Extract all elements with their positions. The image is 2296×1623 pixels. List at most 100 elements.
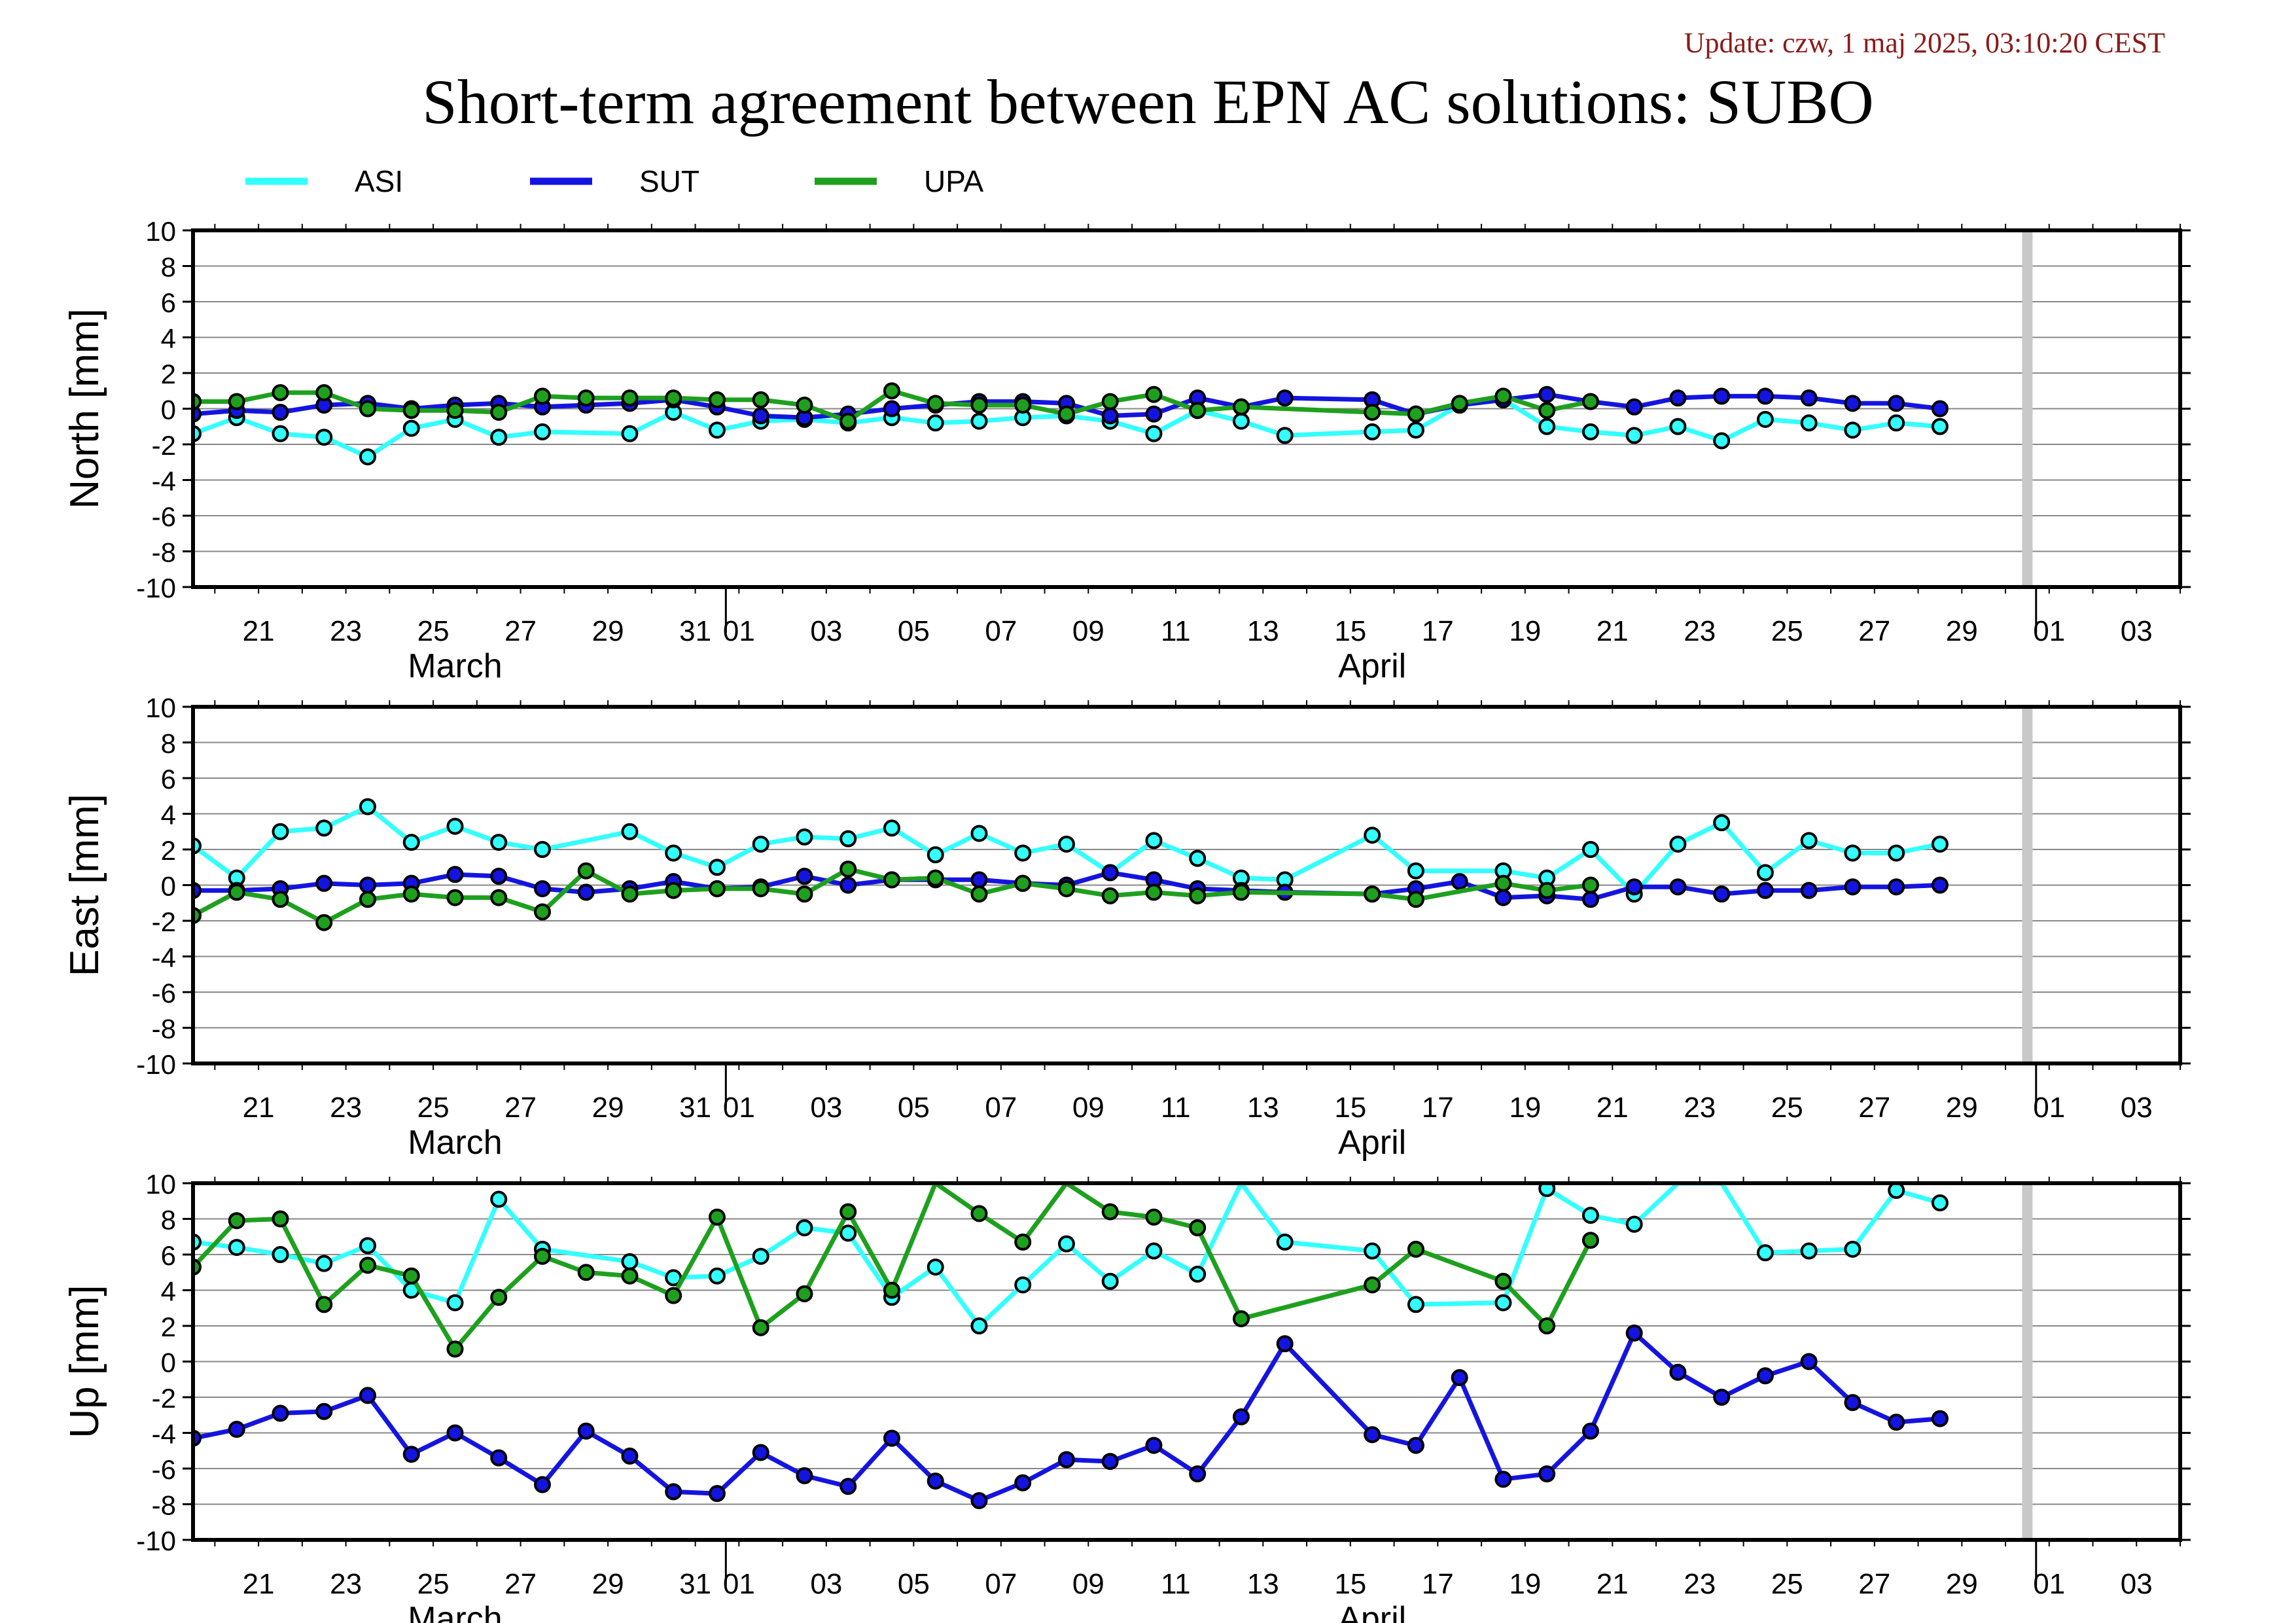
plot-area (193, 1183, 1949, 1510)
data-point-asi (621, 425, 639, 442)
data-point-upa (1057, 880, 1075, 897)
y-tick-label: -4 (152, 466, 176, 497)
data-point-sut (1800, 389, 1818, 407)
x-tick-label: 03 (810, 615, 842, 647)
data-point-asi (1538, 418, 1556, 435)
data-point-upa (577, 862, 595, 880)
data-point-asi (708, 1267, 726, 1285)
data-point-asi (927, 1258, 944, 1276)
data-point-sut (1625, 1324, 1643, 1342)
data-point-upa (1494, 387, 1512, 405)
y-tick-label: 8 (161, 728, 176, 759)
data-point-upa (665, 882, 682, 899)
data-point-asi (402, 419, 420, 437)
y-tick-label: -8 (152, 1014, 176, 1044)
data-point-sut (1101, 407, 1119, 425)
x-tick-label: 07 (985, 1568, 1017, 1600)
data-point-sut (1451, 873, 1468, 891)
data-point-upa (1101, 393, 1119, 410)
data-point-upa (1538, 1317, 1556, 1334)
data-point-asi (1189, 849, 1207, 867)
y-tick-label: -6 (152, 501, 176, 532)
data-point-sut (1756, 387, 1774, 405)
x-tick-label: 29 (1946, 1568, 1978, 1600)
data-point-sut (577, 883, 595, 901)
data-point-asi (228, 1239, 245, 1257)
data-point-asi (970, 1317, 988, 1334)
y-axis-title: Up [mm] (62, 1285, 107, 1438)
data-point-upa (490, 403, 508, 421)
data-point-asi (1145, 425, 1163, 442)
data-point-upa (577, 389, 595, 407)
data-point-asi (1931, 1194, 1949, 1211)
data-point-upa (1145, 1208, 1163, 1226)
panel-north: 10 8 6 4 2 0 -2 -4 -6 -8 -10 North [mm] 21 23 25 27 29 31… (62, 216, 2191, 685)
x-tick-label: 27 (1858, 615, 1890, 647)
x-tick-label: 07 (985, 1092, 1017, 1124)
data-point-asi (446, 817, 464, 835)
x-tick-label: 25 (1771, 1092, 1803, 1124)
x-tick-label: 27 (1858, 1568, 1890, 1600)
data-point-upa (796, 1285, 813, 1302)
data-point-asi (1581, 423, 1599, 440)
data-point-asi (490, 834, 508, 851)
data-point-sut (1276, 1335, 1294, 1353)
x-tick-label: 25 (417, 1092, 450, 1124)
data-point-sut (1451, 1369, 1468, 1387)
data-point-upa (1189, 1219, 1207, 1237)
data-point-asi (1756, 864, 1774, 882)
data-point-asi (1931, 418, 1949, 435)
data-point-upa (1581, 393, 1599, 410)
data-point-asi (490, 429, 508, 446)
data-point-asi (927, 414, 944, 432)
data-point-upa (577, 1264, 595, 1281)
data-point-upa (621, 885, 639, 903)
y-tick-label: -4 (152, 1419, 176, 1450)
data-point-asi (359, 798, 376, 815)
x-tick-label: 23 (1684, 1568, 1716, 1600)
x-tick-label: 17 (1422, 1092, 1454, 1124)
data-point-sut (1844, 1394, 1862, 1412)
x-tick-label: 11 (1161, 1092, 1191, 1124)
data-point-upa (402, 402, 420, 419)
data-point-upa (359, 891, 376, 908)
y-tick-label: -10 (136, 1049, 176, 1080)
data-point-upa (1014, 874, 1032, 892)
data-point-asi (708, 859, 726, 876)
data-point-sut (1538, 385, 1556, 403)
legend-label: ASI (355, 164, 403, 198)
x-tick-label: 01 (723, 1568, 755, 1600)
data-point-asi (1407, 421, 1424, 439)
x-tick-label: 19 (1509, 1092, 1541, 1124)
data-point-sut (1713, 885, 1731, 903)
data-point-asi (621, 823, 639, 840)
data-point-asi (272, 823, 289, 840)
data-point-sut (272, 1404, 289, 1422)
data-point-upa (272, 891, 289, 908)
data-point-asi (272, 1246, 289, 1263)
y-tick-label: 2 (161, 835, 176, 866)
data-point-asi (1844, 844, 1862, 862)
x-tick-label: 29 (592, 1568, 624, 1600)
data-point-asi (1189, 1265, 1207, 1283)
data-point-sut (1756, 882, 1774, 899)
data-point-upa (839, 412, 857, 430)
data-point-upa (1101, 1203, 1119, 1221)
y-tick-label: -10 (136, 573, 176, 603)
data-point-asi (796, 1219, 813, 1237)
data-point-upa (359, 1257, 376, 1274)
x-tick-label: 21 (243, 1568, 275, 1600)
data-point-sut (752, 1444, 769, 1461)
y-tick-label: 10 (145, 692, 176, 723)
data-point-upa (1014, 1233, 1032, 1251)
y-axis-title: North [mm] (62, 308, 107, 509)
x-tick-label: 11 (1161, 1568, 1191, 1600)
update-timestamp: Update: czw, 1 maj 2025, 03:10:20 CEST (1684, 27, 2165, 59)
data-point-upa (402, 1267, 420, 1285)
data-point-asi (839, 830, 857, 847)
data-point-upa (796, 885, 813, 903)
data-point-upa (1451, 395, 1468, 412)
panel-frame (191, 705, 2182, 1065)
data-point-upa (1538, 402, 1556, 419)
x-tick-label: 25 (417, 1568, 450, 1600)
